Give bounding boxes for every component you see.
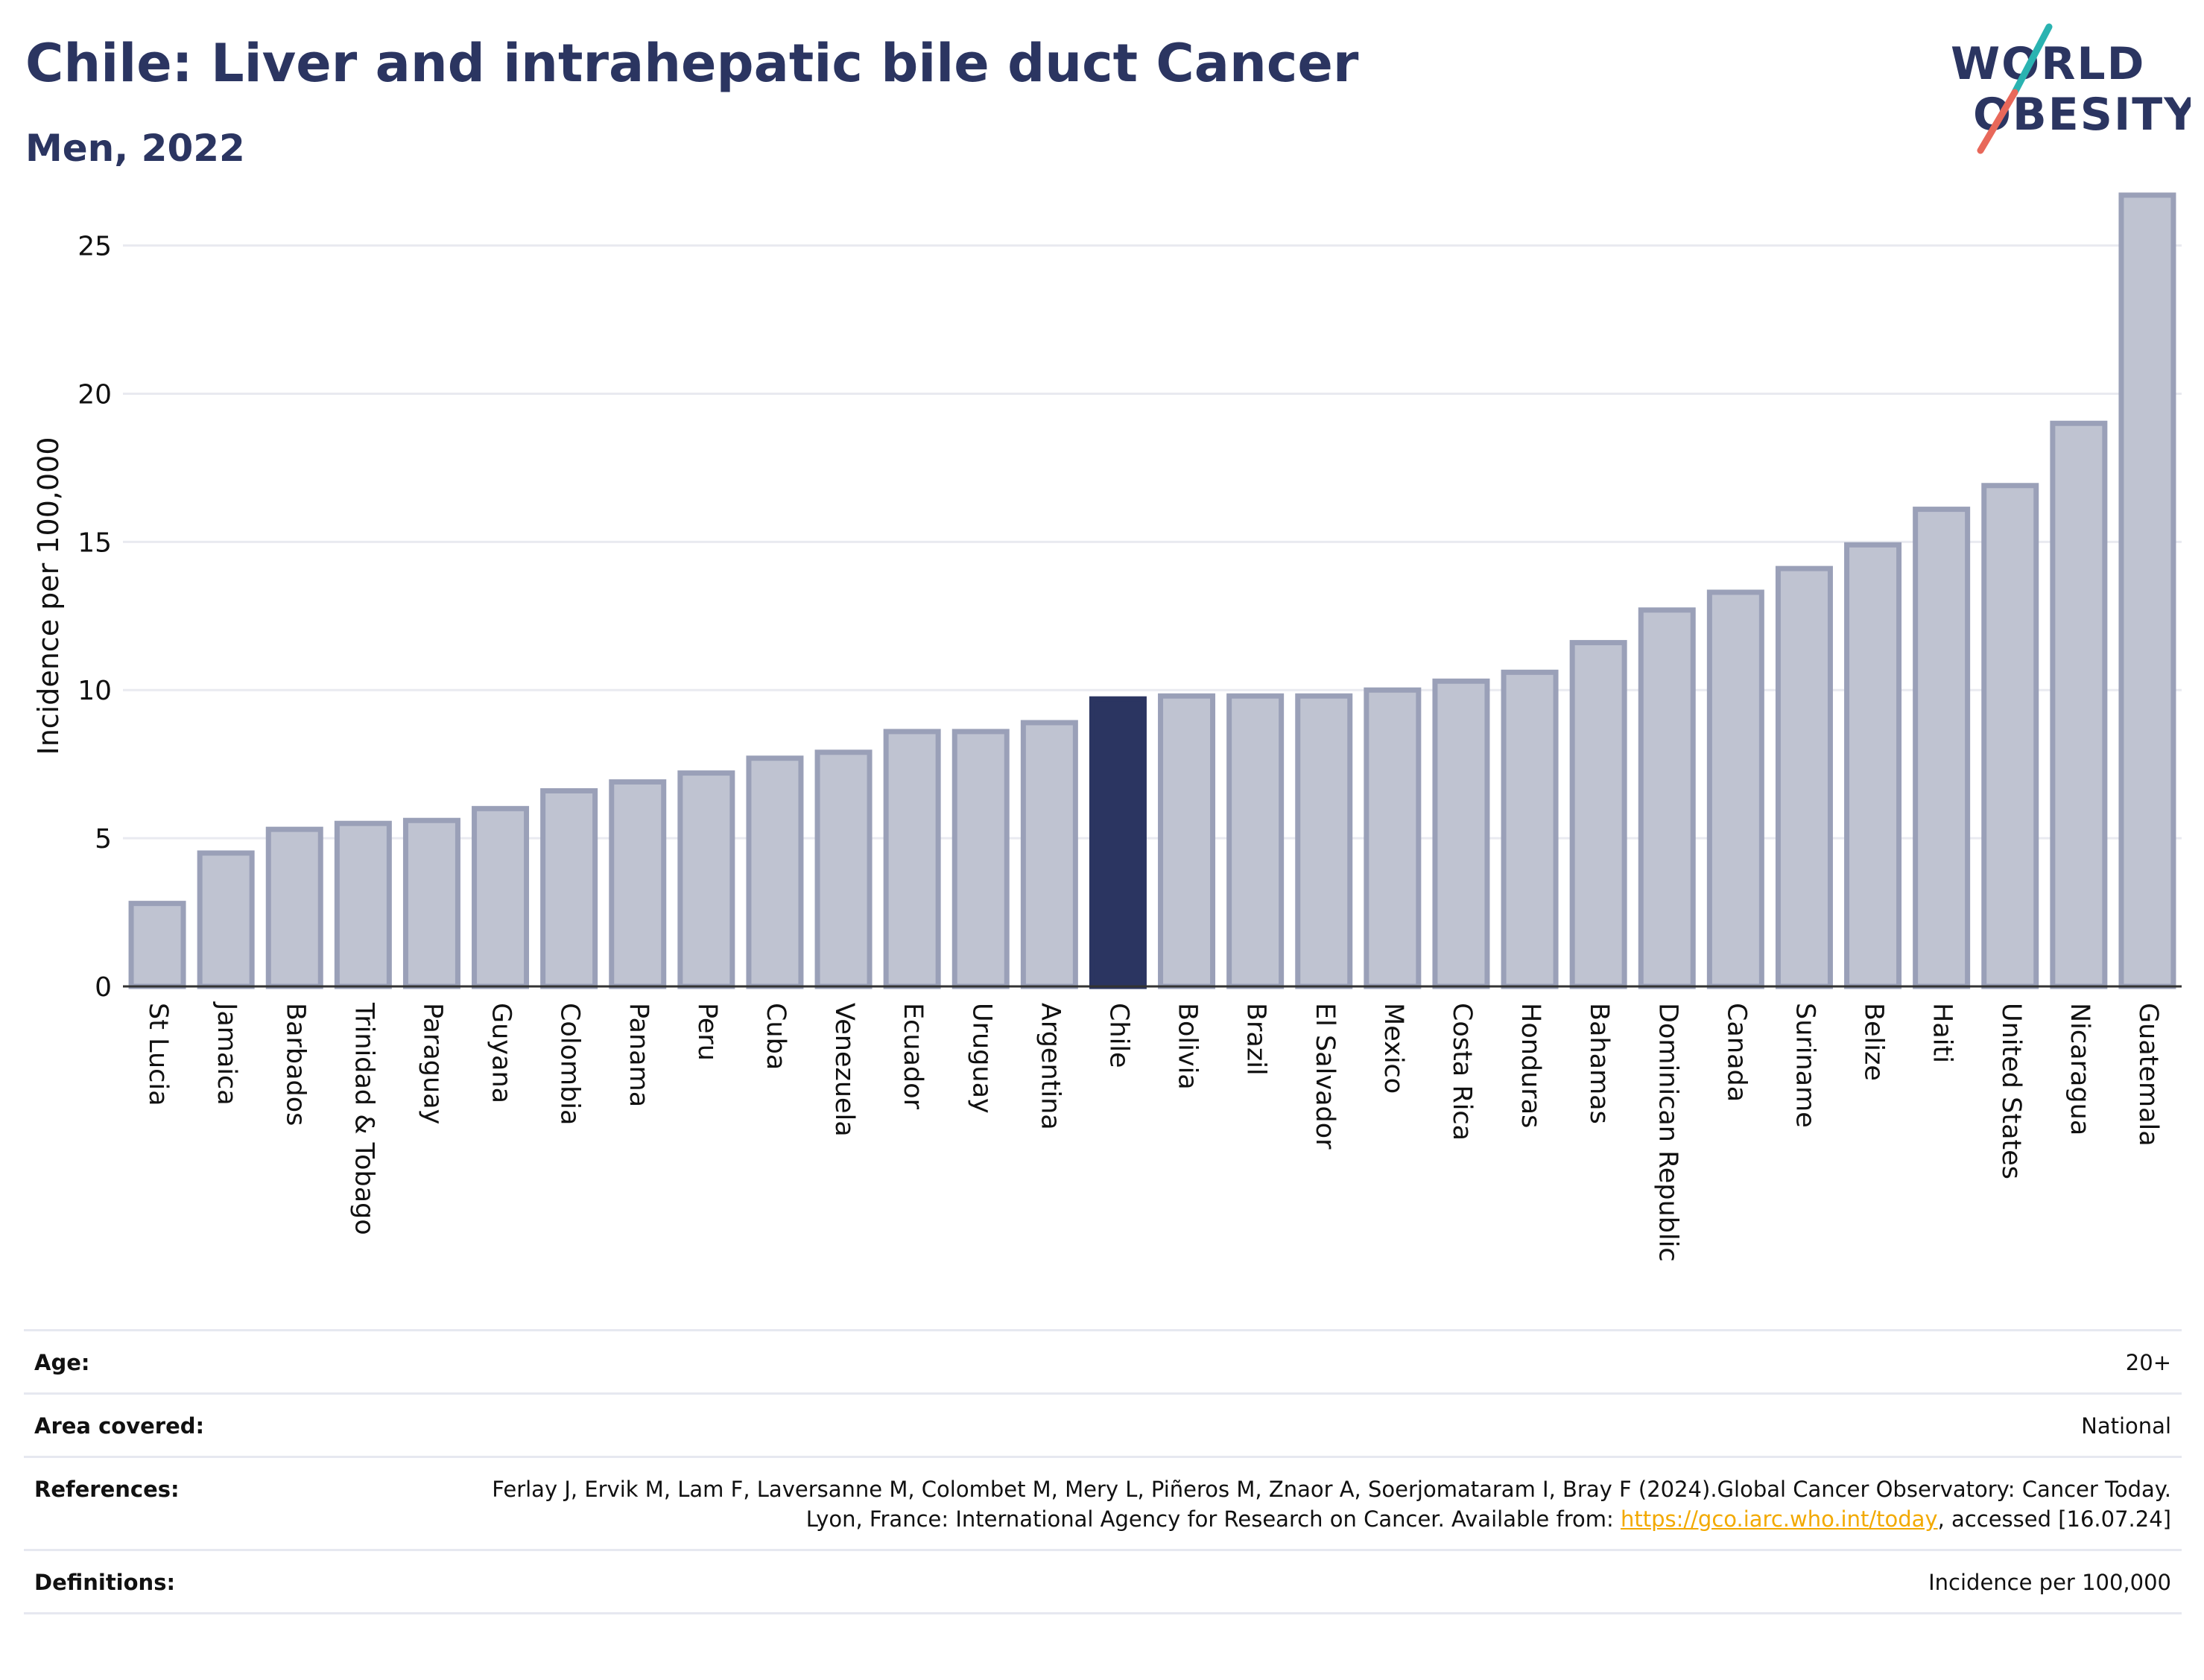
bar-el-salvador[interactable] — [1295, 693, 1353, 989]
bar-united-states[interactable] — [1981, 483, 2039, 989]
x-tick-label: Guatemala — [2133, 1003, 2163, 1147]
x-tick-label: Colombia — [555, 1003, 585, 1125]
references-value: Ferlay J, Ervik M, Lam F, Laversanne M, … — [457, 1474, 2171, 1534]
bar-canada[interactable] — [1706, 589, 1764, 989]
bar-trinidad-tobago[interactable] — [334, 820, 392, 989]
x-tick-label: Brazil — [1241, 1003, 1271, 1076]
logo-line1: WORLD — [1951, 38, 2145, 90]
age-label: Age: — [34, 1350, 90, 1375]
bar-bahamas[interactable] — [1569, 640, 1627, 989]
x-tick-label: Bolivia — [1173, 1003, 1203, 1090]
x-axis: St Lucia Jamaica Barbados Trinidad & Tobago… — [123, 985, 2182, 1262]
x-tick-label: Uruguay — [966, 1003, 996, 1114]
area-label: Area covered: — [34, 1413, 205, 1439]
bar-haiti[interactable] — [1913, 507, 1971, 989]
references-text: Ferlay J, Ervik M, Lam F, Laversanne M, … — [492, 1477, 2171, 1532]
bar-brazil[interactable] — [1226, 693, 1285, 989]
bar-uruguay[interactable] — [951, 729, 1010, 989]
info-row-definitions: Definitions: Incidence per 100,000 — [24, 1549, 2182, 1614]
bar-chart: 0 5 10 15 20 25 St Lucia Jamaica Barbados Trinid… — [32, 192, 2182, 1262]
x-tick-label: Barbados — [280, 1003, 310, 1126]
references-label: References: — [34, 1477, 180, 1502]
x-tick-label: El Salvador — [1310, 1003, 1340, 1150]
age-value: 20+ — [2125, 1350, 2171, 1375]
info-row-area: Area covered: National — [24, 1392, 2182, 1456]
bar-dominican-republic[interactable] — [1638, 607, 1696, 989]
y-axis-label: Incidence per 100,000 — [32, 437, 65, 755]
x-tick-label: Canada — [1721, 1003, 1751, 1102]
chart-subtitle: Men, 2022 — [25, 127, 245, 170]
info-table: Age: 20+ Area covered: National Referenc… — [24, 1329, 2182, 1614]
x-tick-label: St Lucia — [143, 1003, 173, 1106]
bar-cuba[interactable] — [746, 755, 804, 989]
x-tick-label: Jamaica — [212, 1001, 241, 1106]
x-tick-label: Guyana — [487, 1003, 516, 1103]
y-tick-label: 15 — [77, 527, 112, 558]
world-obesity-logo: WORLD OBESITY — [1951, 23, 2191, 154]
x-tick-label: Costa Rica — [1447, 1003, 1477, 1141]
y-tick-label: 5 — [95, 824, 112, 855]
bar-chile[interactable] — [1089, 696, 1147, 989]
bar-peru[interactable] — [677, 770, 735, 989]
info-row-age: Age: 20+ — [24, 1329, 2182, 1392]
logo-slash-top — [2011, 23, 2053, 96]
bar-belize[interactable] — [1844, 542, 1902, 989]
x-tick-label: Bahamas — [1584, 1003, 1614, 1124]
bars — [128, 192, 2176, 989]
bar-colombia[interactable] — [540, 787, 598, 989]
bar-jamaica[interactable] — [197, 850, 255, 989]
info-row-references: References: Ferlay J, Ervik M, Lam F, La… — [24, 1456, 2182, 1549]
gridlines — [123, 244, 2182, 840]
bar-st-lucia[interactable] — [128, 901, 186, 989]
bar-bolivia[interactable] — [1158, 693, 1216, 989]
x-tick-label: Panama — [624, 1003, 653, 1107]
bar-suriname[interactable] — [1775, 565, 1833, 989]
bar-venezuela[interactable] — [814, 749, 873, 989]
x-tick-label: Trinidad & Tobago — [349, 1002, 379, 1235]
x-tick-label: Venezuela — [829, 1003, 859, 1137]
x-tick-label: Suriname — [1790, 1003, 1820, 1128]
y-tick-label: 25 — [77, 232, 112, 262]
bar-ecuador[interactable] — [883, 729, 941, 989]
x-tick-label: Paraguay — [417, 1003, 447, 1124]
area-value: National — [2081, 1413, 2171, 1439]
logo-slash-bottom — [1977, 89, 2018, 154]
x-tick-label: Chile — [1103, 1003, 1133, 1068]
bar-mexico[interactable] — [1364, 687, 1422, 989]
bar-paraguay[interactable] — [402, 817, 460, 989]
bar-guatemala[interactable] — [2118, 192, 2176, 989]
x-tick-label: Mexico — [1378, 1003, 1408, 1094]
x-tick-label: Nicaragua — [2065, 1003, 2094, 1135]
y-tick-label: 0 — [95, 972, 112, 1003]
x-tick-label: Haiti — [1928, 1003, 1957, 1063]
definitions-value: Incidence per 100,000 — [1928, 1570, 2171, 1595]
x-tick-label: Argentina — [1035, 1003, 1065, 1130]
x-tick-label: Cuba — [761, 1003, 791, 1070]
y-axis: 0 5 10 15 20 25 — [77, 232, 112, 1003]
x-tick-label: Ecuador — [898, 1003, 928, 1110]
bar-guyana[interactable] — [472, 805, 530, 989]
definitions-label: Definitions: — [34, 1570, 176, 1595]
chart-title: Chile: Liver and intrahepatic bile duct … — [25, 33, 1359, 94]
references-tail: , accessed [16.07.24] — [1937, 1506, 2171, 1532]
bar-costa-rica[interactable] — [1432, 678, 1490, 989]
y-tick-label: 20 — [77, 379, 112, 410]
x-tick-label: Peru — [692, 1003, 722, 1061]
y-tick-label: 10 — [77, 676, 112, 706]
x-tick-label: United States — [1996, 1003, 2026, 1179]
bar-argentina[interactable] — [1020, 720, 1078, 989]
bar-panama[interactable] — [609, 779, 667, 989]
x-tick-label: Belize — [1859, 1003, 1889, 1081]
x-tick-label: Dominican Republic — [1653, 1003, 1682, 1262]
bar-honduras[interactable] — [1501, 669, 1559, 989]
x-tick-label: Honduras — [1516, 1003, 1545, 1128]
bar-nicaragua[interactable] — [2050, 420, 2108, 989]
bar-barbados[interactable] — [265, 826, 323, 989]
references-link[interactable]: https://gco.iarc.who.int/today — [1620, 1506, 1938, 1532]
